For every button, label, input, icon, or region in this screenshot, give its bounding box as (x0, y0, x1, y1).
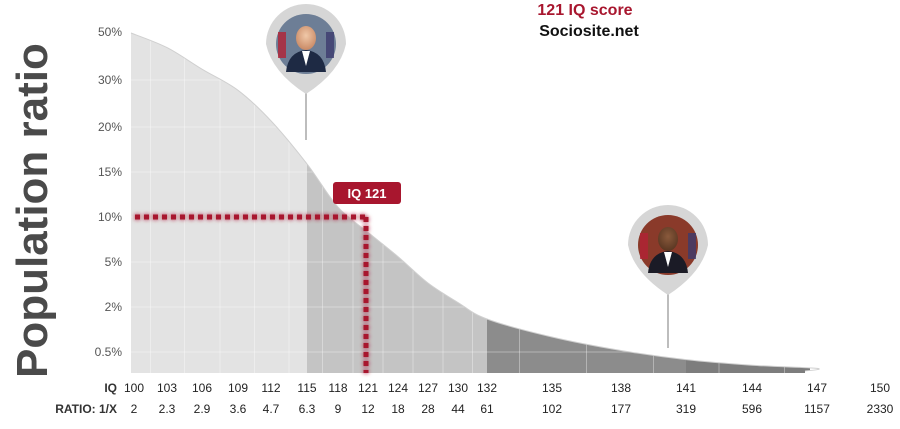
iq-tick-labels: 100 103 106 109 112 115 118 121 124 127 130 132 135 1… (124, 381, 890, 395)
flag-shape (326, 32, 334, 58)
iq-tick-label: 115 (297, 381, 316, 395)
chart-title: 121 IQ score (537, 2, 632, 19)
y-tick-label: 5% (105, 255, 123, 269)
ratio-tick-label: 9 (335, 402, 342, 416)
y-tick-label: 50% (98, 25, 122, 39)
iq-tick-label: 109 (228, 381, 248, 395)
y-tick-label: 30% (98, 73, 122, 87)
iq-tick-label: 124 (388, 381, 408, 395)
iq-tick-label: 135 (542, 381, 562, 395)
flag-shape (640, 233, 648, 259)
iq-tick-label: 141 (676, 381, 696, 395)
portrait-shirt (302, 51, 310, 66)
iq-tick-label: 121 (358, 381, 378, 395)
y-tick-label: 10% (98, 210, 122, 224)
site-name: Sociosite.net (539, 23, 639, 40)
iq-tick-label: 106 (192, 381, 212, 395)
ratio-tick-label: 3.6 (230, 402, 247, 416)
y-tick-labels: 50% 30% 20% 15% 10% 5% 2% 0.5% (95, 25, 123, 359)
y-axis-label: Population ratio (8, 43, 57, 378)
ratio-tick-label: 177 (611, 402, 631, 416)
iq-tick-label: 150 (870, 381, 890, 395)
iq-row-label: IQ (104, 381, 117, 395)
ratio-row-label: RATIO: 1/X (55, 402, 117, 416)
iq-tick-label: 118 (328, 381, 347, 395)
ratio-tick-label: 2330 (867, 402, 894, 416)
iq-tick-label: 132 (477, 381, 497, 395)
ratio-tick-label: 28 (421, 402, 435, 416)
flag-shape (278, 32, 286, 58)
ratio-tick-label: 6.3 (299, 402, 316, 416)
y-tick-label: 20% (98, 120, 122, 134)
portrait-face (296, 26, 316, 50)
iq-badge-bg (333, 182, 401, 204)
flag-shape (688, 233, 696, 259)
iq-tick-label: 144 (742, 381, 762, 395)
y-tick-label: 2% (105, 300, 123, 314)
ratio-tick-label: 12 (361, 402, 375, 416)
band-tail (686, 33, 810, 373)
ratio-tick-label: 2.9 (194, 402, 211, 416)
iq-badge: IQ 121 (333, 182, 401, 204)
iq-tick-label: 103 (157, 381, 177, 395)
iq-tick-label: 100 (124, 381, 144, 395)
ratio-tick-label: 44 (451, 402, 465, 416)
ratio-tick-label: 102 (542, 402, 562, 416)
iq-badge-label: IQ 121 (347, 186, 386, 201)
ratio-tick-label: 2 (131, 402, 138, 416)
ratio-tick-label: 1157 (804, 402, 830, 416)
y-tick-label: 0.5% (95, 345, 123, 359)
ratio-tick-labels: 2 2.3 2.9 3.6 4.7 6.3 9 12 18 28 44 61 102 177 319 596 1… (131, 402, 894, 416)
ratio-tick-label: 4.7 (263, 402, 280, 416)
ratio-tick-label: 596 (742, 402, 762, 416)
y-tick-label: 15% (98, 165, 122, 179)
portrait-pin-icon (628, 205, 708, 348)
iq-tick-label: 112 (261, 381, 280, 395)
portrait-markers (266, 4, 708, 348)
portrait-shirt (664, 252, 672, 267)
shaded-bands (131, 33, 810, 373)
population-curve (130, 32, 820, 372)
ratio-tick-label: 18 (391, 402, 405, 416)
portrait-pin-icon (266, 4, 346, 140)
ratio-tick-label: 2.3 (159, 402, 176, 416)
portrait-face (658, 227, 678, 251)
band-dark (487, 33, 810, 373)
iq-tick-label: 130 (448, 381, 468, 395)
ratio-tick-label: 319 (676, 402, 696, 416)
iq-tick-label: 138 (611, 381, 631, 395)
iq-tick-label: 147 (807, 381, 827, 395)
ratio-tick-label: 61 (480, 402, 494, 416)
iq-tick-label: 127 (418, 381, 438, 395)
iq-highlight (135, 214, 369, 373)
